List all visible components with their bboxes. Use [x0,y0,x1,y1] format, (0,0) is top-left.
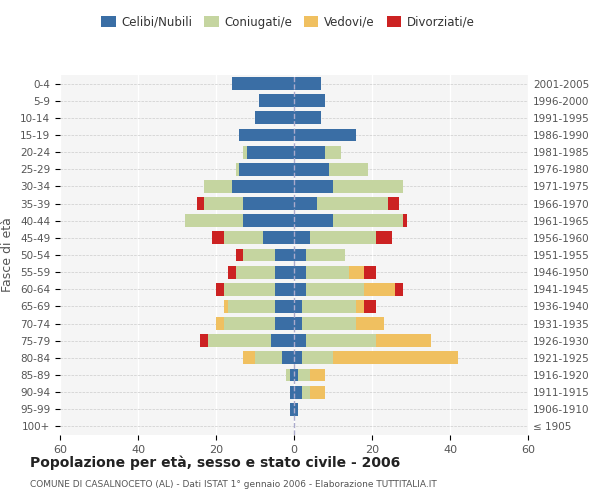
Bar [208,334,271,347]
Bar [294,180,333,193]
Bar [364,266,376,278]
Bar [364,283,395,296]
Bar [356,300,364,313]
Bar [275,283,294,296]
Bar [306,248,344,262]
Bar [244,146,247,158]
Bar [317,197,388,210]
Bar [255,112,294,124]
Bar [294,368,298,382]
Bar [349,266,364,278]
Bar [290,403,294,415]
Bar [235,163,239,175]
Text: Popolazione per età, sesso e stato civile - 2006: Popolazione per età, sesso e stato civil… [30,455,400,469]
Bar [263,232,294,244]
Bar [294,317,302,330]
Bar [294,334,306,347]
Bar [294,128,356,141]
Bar [325,146,341,158]
Y-axis label: Anni di nascita: Anni di nascita [596,209,600,301]
Bar [298,368,310,382]
Bar [247,146,294,158]
Bar [333,180,403,193]
Bar [212,232,224,244]
Bar [255,352,283,364]
Bar [290,368,294,382]
Bar [239,163,294,175]
Bar [232,180,294,193]
Bar [364,300,376,313]
Bar [294,232,310,244]
Bar [275,300,294,313]
Bar [283,352,294,364]
Bar [310,386,325,398]
Bar [232,77,294,90]
Bar [294,266,306,278]
Bar [310,232,376,244]
Bar [302,317,356,330]
Bar [294,248,306,262]
Bar [185,214,244,227]
Bar [294,197,317,210]
Bar [310,368,325,382]
Text: COMUNE DI CASALNOCETO (AL) - Dati ISTAT 1° gennaio 2006 - Elaborazione TUTTITALI: COMUNE DI CASALNOCETO (AL) - Dati ISTAT … [30,480,437,489]
Bar [228,300,275,313]
Bar [200,334,208,347]
Bar [197,197,204,210]
Bar [306,266,349,278]
Bar [395,283,403,296]
Bar [244,214,294,227]
Bar [356,317,384,330]
Bar [275,248,294,262]
Bar [239,128,294,141]
Bar [333,214,403,227]
Bar [306,334,376,347]
Bar [294,94,325,107]
Bar [224,317,275,330]
Bar [388,197,400,210]
Bar [244,248,275,262]
Bar [286,368,290,382]
Bar [376,232,392,244]
Bar [294,163,329,175]
Bar [204,197,244,210]
Bar [224,300,228,313]
Bar [244,197,294,210]
Bar [228,266,235,278]
Bar [376,334,431,347]
Bar [204,180,232,193]
Bar [333,352,458,364]
Bar [294,352,302,364]
Bar [403,214,407,227]
Bar [329,163,368,175]
Bar [294,386,302,398]
Bar [275,317,294,330]
Bar [302,352,333,364]
Bar [294,112,322,124]
Bar [294,77,322,90]
Legend: Celibi/Nubili, Coniugati/e, Vedovi/e, Divorziati/e: Celibi/Nubili, Coniugati/e, Vedovi/e, Di… [97,11,479,34]
Bar [294,403,298,415]
Bar [294,146,325,158]
Bar [275,266,294,278]
Bar [302,300,356,313]
Bar [216,317,224,330]
Bar [259,94,294,107]
Bar [224,283,275,296]
Bar [235,248,244,262]
Bar [302,386,310,398]
Bar [294,283,306,296]
Bar [244,352,255,364]
Bar [224,232,263,244]
Bar [306,283,364,296]
Y-axis label: Fasce di età: Fasce di età [1,218,14,292]
Bar [294,300,302,313]
Bar [235,266,275,278]
Bar [294,214,333,227]
Bar [216,283,224,296]
Bar [290,386,294,398]
Bar [271,334,294,347]
